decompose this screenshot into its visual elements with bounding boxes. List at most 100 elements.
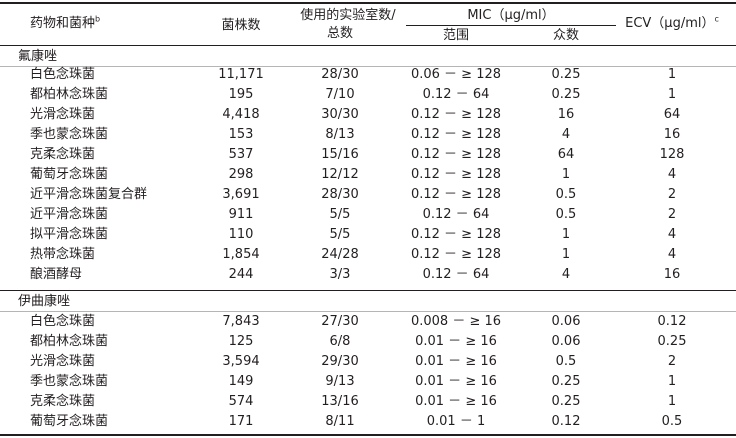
range-cell: 0.01 － ≥ 16 <box>415 354 497 369</box>
mode-cell: 1 <box>561 247 571 262</box>
species-cell: 白色念珠菌 <box>30 314 96 329</box>
species-cell: 克柔念珠菌 <box>30 147 96 162</box>
table-row: 拟平滑念珠菌 110 5/5 0.12 － ≥ 128 1 4 <box>0 225 736 245</box>
strains-cell: 1,854 <box>222 247 260 262</box>
mic-underline <box>406 25 616 26</box>
ecv-cell: 2 <box>667 187 677 202</box>
range-cell: 0.12 － ≥ 128 <box>410 167 502 182</box>
header-species: 药物和菌种b <box>30 15 100 32</box>
strains-cell: 3,691 <box>222 187 260 202</box>
mode-cell: 16 <box>557 107 575 122</box>
strains-cell: 11,171 <box>218 67 264 82</box>
mode-cell: 64 <box>557 147 575 162</box>
section-rule-itraconazole <box>0 311 736 312</box>
labs-cell: 29/30 <box>321 354 359 369</box>
header-mic: MIC（μg/ml） <box>467 8 555 23</box>
labs-cell: 24/28 <box>321 247 359 262</box>
table-row: 克柔念珠菌 574 13/16 0.01 － ≥ 16 0.25 1 <box>0 392 736 412</box>
range-cell: 0.12 － ≥ 128 <box>410 247 502 262</box>
range-cell: 0.12 － 64 <box>422 267 490 282</box>
species-cell: 白色念珠菌 <box>30 67 96 82</box>
mode-cell: 0.25 <box>551 394 581 409</box>
range-cell: 0.01 － 1 <box>426 414 486 429</box>
labs-cell: 15/16 <box>321 147 359 162</box>
strains-cell: 110 <box>228 227 254 242</box>
header-ecv: ECV（μg/ml）c <box>620 14 724 32</box>
labs-cell: 27/30 <box>321 314 359 329</box>
mode-cell: 0.5 <box>555 354 577 369</box>
range-cell: 0.12 － ≥ 128 <box>410 127 502 142</box>
ecv-cell: 1 <box>667 374 677 389</box>
ecv-cell: 1 <box>667 87 677 102</box>
strains-cell: 911 <box>228 207 254 222</box>
labs-cell: 7/10 <box>325 87 355 102</box>
ecv-cell: 1 <box>667 67 677 82</box>
table-row: 季也蒙念珠菌 153 8/13 0.12 － ≥ 128 4 16 <box>0 125 736 145</box>
labs-cell: 30/30 <box>321 107 359 122</box>
range-cell: 0.01 － ≥ 16 <box>415 334 497 349</box>
range-cell: 0.01 － ≥ 16 <box>415 374 497 389</box>
ecv-cell: 4 <box>667 227 677 242</box>
strains-cell: 195 <box>228 87 254 102</box>
strains-cell: 125 <box>228 334 254 349</box>
labs-cell: 13/16 <box>321 394 359 409</box>
strains-cell: 244 <box>228 267 254 282</box>
ecv-cell: 2 <box>667 207 677 222</box>
header-ecv-label: ECV（μg/ml） <box>625 16 715 31</box>
range-cell: 0.12 － 64 <box>422 87 490 102</box>
strains-cell: 4,418 <box>222 107 260 122</box>
labs-cell: 5/5 <box>329 207 351 222</box>
table-row: 葡萄牙念珠菌 171 8/11 0.01 － 1 0.12 0.5 <box>0 412 736 432</box>
table-row: 光滑念珠菌 3,594 29/30 0.01 － ≥ 16 0.5 2 <box>0 352 736 372</box>
ecv-cell: 16 <box>663 267 681 282</box>
header-species-label: 药物和菌种 <box>30 16 96 31</box>
species-cell: 葡萄牙念珠菌 <box>30 167 109 182</box>
header-strains: 菌株数 <box>221 18 261 33</box>
strains-cell: 574 <box>228 394 254 409</box>
section-title-itraconazole: 伊曲康唑 <box>18 294 71 309</box>
species-cell: 都柏林念珠菌 <box>30 334 109 349</box>
species-cell: 季也蒙念珠菌 <box>30 127 109 142</box>
strains-cell: 537 <box>228 147 254 162</box>
labs-cell: 9/13 <box>325 374 355 389</box>
table-row: 近平滑念珠菌复合群 3,691 28/30 0.12 － ≥ 128 0.5 2 <box>0 185 736 205</box>
table-row: 都柏林念珠菌 195 7/10 0.12 － 64 0.25 1 <box>0 85 736 105</box>
species-cell: 葡萄牙念珠菌 <box>30 414 109 429</box>
table-row: 白色念珠菌 11,171 28/30 0.06 － ≥ 128 0.25 1 <box>0 65 736 85</box>
range-cell: 0.008 － ≥ 16 <box>410 314 502 329</box>
table-row: 葡萄牙念珠菌 298 12/12 0.12 － ≥ 128 1 4 <box>0 165 736 185</box>
ecv-cell: 0.25 <box>657 334 687 349</box>
mode-cell: 1 <box>561 227 571 242</box>
table-row: 近平滑念珠菌 911 5/5 0.12 － 64 0.5 2 <box>0 205 736 225</box>
table-row: 白色念珠菌 7,843 27/30 0.008 － ≥ 16 0.06 0.12 <box>0 312 736 332</box>
ecv-cell: 1 <box>667 394 677 409</box>
mode-cell: 0.5 <box>555 187 577 202</box>
labs-cell: 6/8 <box>329 334 351 349</box>
table-row: 酿酒酵母 244 3/3 0.12 － 64 4 16 <box>0 265 736 285</box>
mode-cell: 0.25 <box>551 87 581 102</box>
strains-cell: 3,594 <box>222 354 260 369</box>
range-cell: 0.12 － ≥ 128 <box>410 227 502 242</box>
range-cell: 0.12 － ≥ 128 <box>410 147 502 162</box>
range-cell: 0.01 － ≥ 16 <box>415 394 497 409</box>
strains-cell: 7,843 <box>222 314 260 329</box>
ecv-cell: 4 <box>667 247 677 262</box>
ecv-cell: 16 <box>663 127 681 142</box>
species-cell: 近平滑念珠菌 <box>30 207 109 222</box>
species-cell: 都柏林念珠菌 <box>30 87 109 102</box>
species-cell: 季也蒙念珠菌 <box>30 374 109 389</box>
table-row: 热带念珠菌 1,854 24/28 0.12 － ≥ 128 1 4 <box>0 245 736 265</box>
mode-cell: 0.12 <box>551 414 581 429</box>
labs-cell: 8/11 <box>325 414 355 429</box>
strains-cell: 149 <box>228 374 254 389</box>
strains-cell: 153 <box>228 127 254 142</box>
species-cell: 光滑念珠菌 <box>30 107 96 122</box>
table-row: 光滑念珠菌 4,418 30/30 0.12 － ≥ 128 16 64 <box>0 105 736 125</box>
table-row: 克柔念珠菌 537 15/16 0.12 － ≥ 128 64 128 <box>0 145 736 165</box>
species-cell: 拟平滑念珠菌 <box>30 227 109 242</box>
header-rule <box>0 45 736 46</box>
mode-cell: 0.06 <box>551 334 581 349</box>
header-ecv-footnote: c <box>714 14 719 24</box>
section-rule-fluconazole <box>0 66 736 67</box>
